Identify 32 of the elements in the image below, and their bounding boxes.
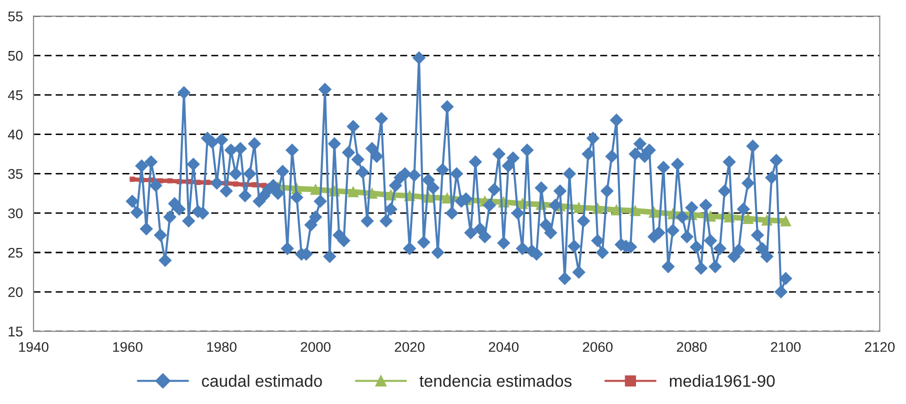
point — [252, 182, 258, 188]
x-tick-label: 2000 — [300, 342, 330, 352]
legend-label: tendencia estimados — [420, 374, 572, 387]
y-tick-label: 20 — [8, 287, 23, 298]
x-tick-label: 2100 — [770, 342, 801, 352]
point — [742, 213, 754, 224]
y-tick-label: 50 — [8, 50, 23, 61]
point — [780, 216, 792, 226]
point — [233, 181, 238, 187]
point — [158, 178, 164, 184]
y-tick-label: 35 — [8, 169, 23, 179]
x-tick-label: 2080 — [676, 342, 707, 352]
y-tick-label: 40 — [8, 130, 23, 140]
x-tick-label: 2020 — [394, 342, 425, 352]
point — [130, 176, 135, 182]
y-tick-label: 55 — [8, 12, 23, 22]
y-tick-label: 45 — [8, 90, 23, 100]
y-tick-label: 30 — [8, 208, 23, 218]
legend-label: media1961-90 — [670, 374, 775, 387]
x-tick-label: 1940 — [19, 342, 48, 352]
x-tick-label: 2120 — [864, 342, 895, 352]
point — [167, 178, 172, 184]
legend-label: caudal estimado — [202, 374, 322, 387]
point — [310, 184, 321, 195]
x-tick-label: 2040 — [488, 342, 519, 352]
x-tick-label: 2060 — [582, 342, 613, 352]
point — [348, 186, 359, 198]
point — [573, 202, 584, 213]
y-tick-label: 15 — [8, 326, 23, 336]
x-tick-label: 1960 — [113, 342, 142, 352]
y-tick-label: 25 — [8, 248, 23, 258]
x-tick-label: 1980 — [207, 342, 236, 352]
